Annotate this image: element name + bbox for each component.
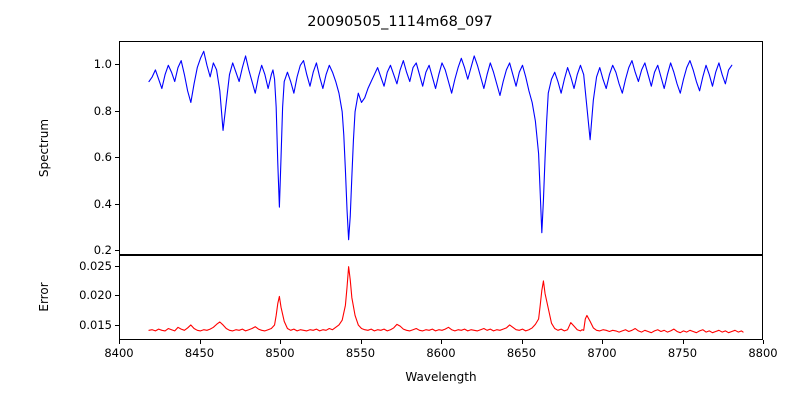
x-tick-label: 8450 (184, 346, 215, 360)
spectrum-y-tick-label: 0.6 (93, 150, 112, 165)
spectrum-plot-area (119, 41, 763, 255)
x-tick-mark (763, 340, 765, 344)
x-tick-label: 8750 (667, 346, 698, 360)
error-y-tick-label: 0.025 (79, 258, 112, 273)
x-tick-label: 8700 (587, 346, 617, 360)
x-tick-label: 8600 (426, 346, 456, 360)
spectrum-y-tick-label: 1.0 (93, 57, 112, 72)
x-tick-mark (360, 340, 362, 344)
x-tick-label: 8500 (265, 346, 295, 360)
x-tick-label: 8550 (345, 346, 376, 360)
x-tick-mark (521, 340, 523, 344)
x-tick-mark (119, 340, 121, 344)
spectrum-y-axis-label: Spectrum (37, 118, 51, 178)
x-tick-mark (602, 340, 604, 344)
x-tick-mark (682, 340, 684, 344)
error-plot-area (119, 255, 763, 340)
error-y-tick-mark (115, 265, 119, 267)
spectrum-y-tick-mark (115, 157, 119, 159)
spectrum-y-tick-mark (115, 110, 119, 112)
spectrum-y-tick-mark (115, 64, 119, 66)
spectrum-y-tick-mark (115, 203, 119, 205)
error-y-tick-mark (115, 295, 119, 297)
error-y-tick-label: 0.020 (79, 288, 112, 303)
x-axis-label: Wavelength (405, 370, 477, 384)
x-tick-mark (280, 340, 282, 344)
x-tick-mark (441, 340, 443, 344)
spectrum-y-tick-label: 0.2 (93, 243, 112, 258)
error-y-axis-label: Error (37, 282, 51, 312)
spectrum-line-series (148, 50, 733, 241)
spectrum-y-tick-mark (115, 250, 119, 252)
error-line-series (148, 266, 744, 334)
x-tick-label: 8800 (748, 346, 778, 360)
error-y-tick-mark (115, 325, 119, 327)
x-tick-mark (199, 340, 201, 344)
x-tick-label: 8650 (506, 346, 537, 360)
spectrum-y-tick-label: 0.4 (93, 196, 112, 211)
error-y-tick-label: 0.015 (79, 318, 112, 333)
x-tick-label: 8400 (104, 346, 134, 360)
page-title: 20090505_1114m68_097 (307, 14, 493, 30)
spectrum-y-tick-label: 0.8 (93, 103, 112, 118)
